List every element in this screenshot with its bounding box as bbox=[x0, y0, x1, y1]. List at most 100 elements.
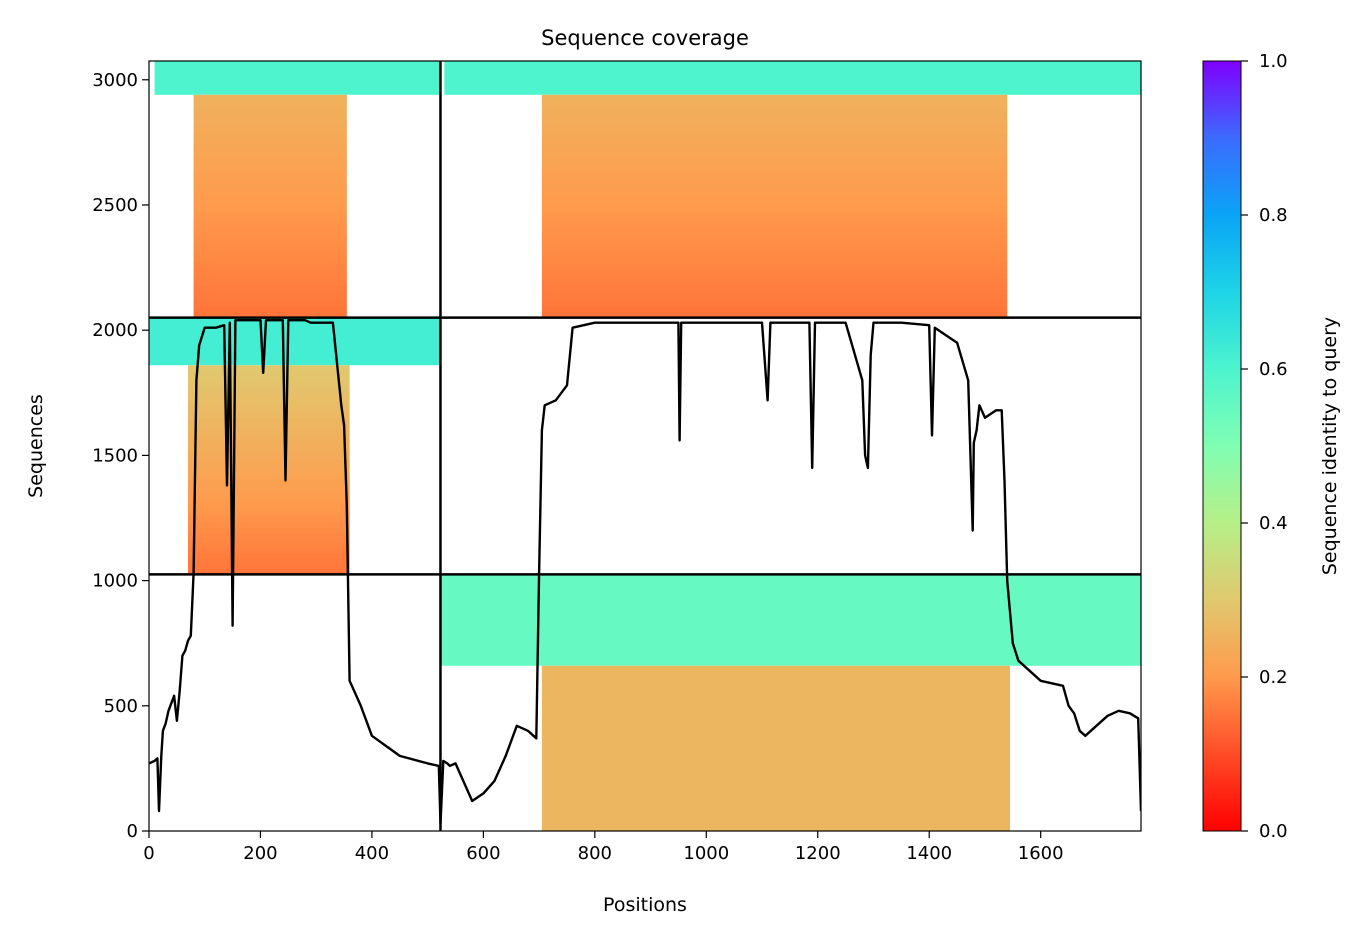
alignment-rows bbox=[541, 781, 1011, 787]
alignment-rows bbox=[541, 183, 1008, 191]
colorbar-axis: 0.0 0.2 0.4 0.6 0.8 1.0 bbox=[1241, 51, 1288, 842]
alignment-rows bbox=[541, 273, 1008, 280]
alignment-rows bbox=[541, 211, 1008, 218]
alignment-rows bbox=[541, 206, 1008, 213]
x-tick-label: 400 bbox=[355, 843, 389, 864]
alignment-rows bbox=[193, 94, 347, 101]
alignment-rows bbox=[541, 686, 1011, 692]
alignment-rows bbox=[541, 295, 1008, 302]
alignment-rows bbox=[541, 167, 1008, 174]
coverage-line-group bbox=[149, 319, 1141, 825]
colorbar-tick-label: 1.0 bbox=[1259, 51, 1288, 72]
alignment-rows bbox=[541, 682, 1011, 687]
y-tick-label: 0 bbox=[127, 821, 138, 842]
y-tick-label: 2000 bbox=[92, 320, 138, 341]
y-tick-label: 1500 bbox=[92, 445, 138, 466]
x-tick-label: 600 bbox=[466, 843, 500, 864]
alignment-rows bbox=[541, 94, 1008, 101]
alignment-rows bbox=[193, 267, 347, 274]
alignment-rows bbox=[541, 678, 1011, 683]
y-tick-label: 1000 bbox=[92, 571, 138, 592]
alignment-rows bbox=[188, 485, 350, 492]
chart-title: Sequence coverage bbox=[541, 26, 749, 50]
colorbar bbox=[1202, 60, 1242, 832]
alignment-rows bbox=[188, 396, 350, 403]
alignment-rows bbox=[188, 532, 350, 539]
alignment-rows bbox=[188, 365, 350, 372]
alignment-rows bbox=[193, 273, 347, 280]
alignment-rows bbox=[541, 156, 1008, 163]
alignment-rows bbox=[193, 105, 347, 113]
y-axis: 0 500 1000 1500 2000 2500 3000 bbox=[92, 70, 149, 842]
x-tick-label: 0 bbox=[143, 843, 154, 864]
colorbar-tick-label: 0.4 bbox=[1259, 513, 1288, 534]
alignment-rows bbox=[193, 239, 347, 246]
alignment-rows bbox=[541, 773, 1011, 778]
alignment-rows bbox=[541, 139, 1008, 146]
alignment-rows bbox=[541, 239, 1008, 246]
alignment-rows bbox=[193, 278, 347, 285]
alignment-rows bbox=[541, 707, 1011, 712]
alignment-rows bbox=[541, 128, 1008, 135]
alignment-rows bbox=[541, 785, 1011, 791]
alignment-rows bbox=[541, 669, 1011, 675]
alignment-rows bbox=[188, 542, 350, 549]
alignment-rows bbox=[188, 412, 350, 419]
plot-frame bbox=[148, 60, 1142, 832]
alignment-rows bbox=[541, 150, 1008, 157]
alignment-rows bbox=[193, 161, 347, 168]
segment-boundaries bbox=[149, 61, 1141, 831]
alignment-rows bbox=[541, 694, 1011, 700]
alignment-rows bbox=[541, 105, 1008, 113]
alignment-rows bbox=[188, 553, 350, 560]
alignment-rows bbox=[188, 475, 350, 481]
alignment-rows bbox=[541, 100, 1008, 107]
alignment-rows bbox=[188, 386, 350, 392]
alignment-rows bbox=[541, 665, 1011, 671]
alignment-rows bbox=[541, 200, 1008, 207]
alignment-rows bbox=[541, 133, 1008, 140]
alignment-rows bbox=[541, 261, 1008, 269]
block-bottom-right bbox=[440, 574, 1141, 831]
alignment-rows bbox=[541, 777, 1011, 783]
alignment-rows bbox=[541, 250, 1008, 257]
alignment-rows bbox=[193, 128, 347, 135]
alignment-rows bbox=[188, 506, 350, 513]
alignment-rows bbox=[541, 802, 1011, 807]
y-tick-label: 2500 bbox=[92, 195, 138, 216]
alignment-rows bbox=[541, 748, 1011, 754]
alignment-rows bbox=[193, 189, 347, 196]
alignment-rows bbox=[193, 195, 347, 202]
alignment-rows bbox=[541, 740, 1011, 745]
alignment-rows bbox=[188, 469, 350, 476]
alignment-rows bbox=[541, 234, 1008, 241]
alignment-rows bbox=[541, 690, 1011, 696]
alignment-rows bbox=[188, 480, 350, 487]
alignment-rows bbox=[541, 735, 1011, 741]
alignment-rows bbox=[193, 289, 347, 296]
alignment-rows bbox=[188, 537, 350, 544]
alignment-rows bbox=[193, 295, 347, 302]
x-tick-label: 800 bbox=[578, 843, 612, 864]
alignment-rows bbox=[193, 312, 347, 319]
x-axis: 0 200 400 600 800 1000 1200 1400 1600 bbox=[143, 831, 1064, 864]
alignment-rows bbox=[193, 256, 347, 263]
alignment-rows bbox=[541, 731, 1011, 737]
alignment-rows bbox=[541, 752, 1011, 758]
alignment-rows bbox=[541, 195, 1008, 202]
alignment-rows bbox=[193, 178, 347, 185]
alignment-rows bbox=[541, 289, 1008, 296]
alignment-blocks bbox=[149, 61, 1141, 831]
alignment-rows bbox=[541, 189, 1008, 196]
alignment-rows bbox=[541, 698, 1011, 704]
alignment-rows bbox=[541, 172, 1008, 179]
alignment-rows bbox=[188, 558, 350, 565]
alignment-rows bbox=[541, 769, 1011, 774]
block-middle-left bbox=[149, 317, 441, 575]
alignment-rows bbox=[541, 673, 1011, 679]
alignment-rows bbox=[188, 548, 350, 555]
high-identity-band bbox=[440, 574, 1141, 666]
alignment-rows bbox=[193, 206, 347, 213]
alignment-rows bbox=[541, 826, 1011, 831]
alignment-rows bbox=[193, 228, 347, 235]
